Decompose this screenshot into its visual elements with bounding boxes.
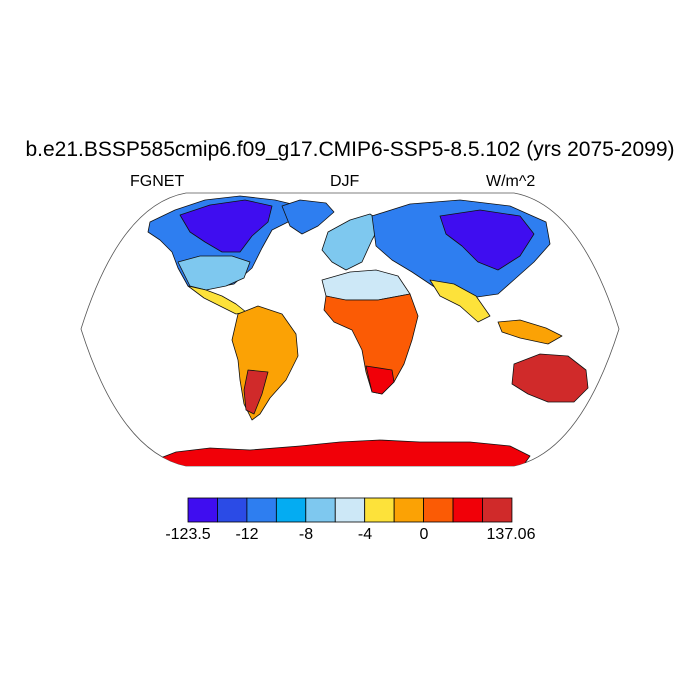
colorbar-swatch (187, 497, 218, 523)
colorbar-swatch (364, 497, 395, 523)
africa-south (365, 365, 395, 395)
antarctica (149, 439, 531, 466)
plot-title: b.e21.BSSP585cmip6.f09_g17.CMIP6-SSP5-8.… (25, 138, 675, 161)
canada-north (179, 199, 273, 253)
colorbar-swatch (393, 497, 424, 523)
colorbar-swatch (482, 497, 513, 523)
colorbar-tick-label: -12 (235, 526, 259, 543)
patagonia (243, 369, 269, 415)
colorbar-swatch (423, 497, 454, 523)
maritime-asia (497, 319, 563, 345)
colorbar-tick-label: -4 (357, 526, 373, 543)
colorbar-tick-label: -8 (298, 526, 314, 543)
season-label: DJF (330, 173, 360, 190)
colorbar-swatch (305, 497, 336, 523)
colorbar-tick-label: -123.5 (165, 526, 211, 543)
colorbar-tick-label: 137.06 (486, 526, 536, 543)
colorbar-swatch (452, 497, 483, 523)
south-asia (429, 279, 491, 323)
variable-label: FGNET (130, 173, 185, 190)
colorbar-swatch (246, 497, 277, 523)
siberia (439, 209, 535, 271)
colorbar-tick-label: 0 (419, 526, 429, 543)
greenland (281, 199, 335, 235)
europe (321, 213, 383, 271)
colorbar-swatch (275, 497, 307, 523)
colorbar-swatch (334, 497, 366, 523)
units-label: W/m^2 (486, 173, 536, 190)
australia (511, 353, 589, 403)
colorbar-swatch (217, 497, 248, 523)
